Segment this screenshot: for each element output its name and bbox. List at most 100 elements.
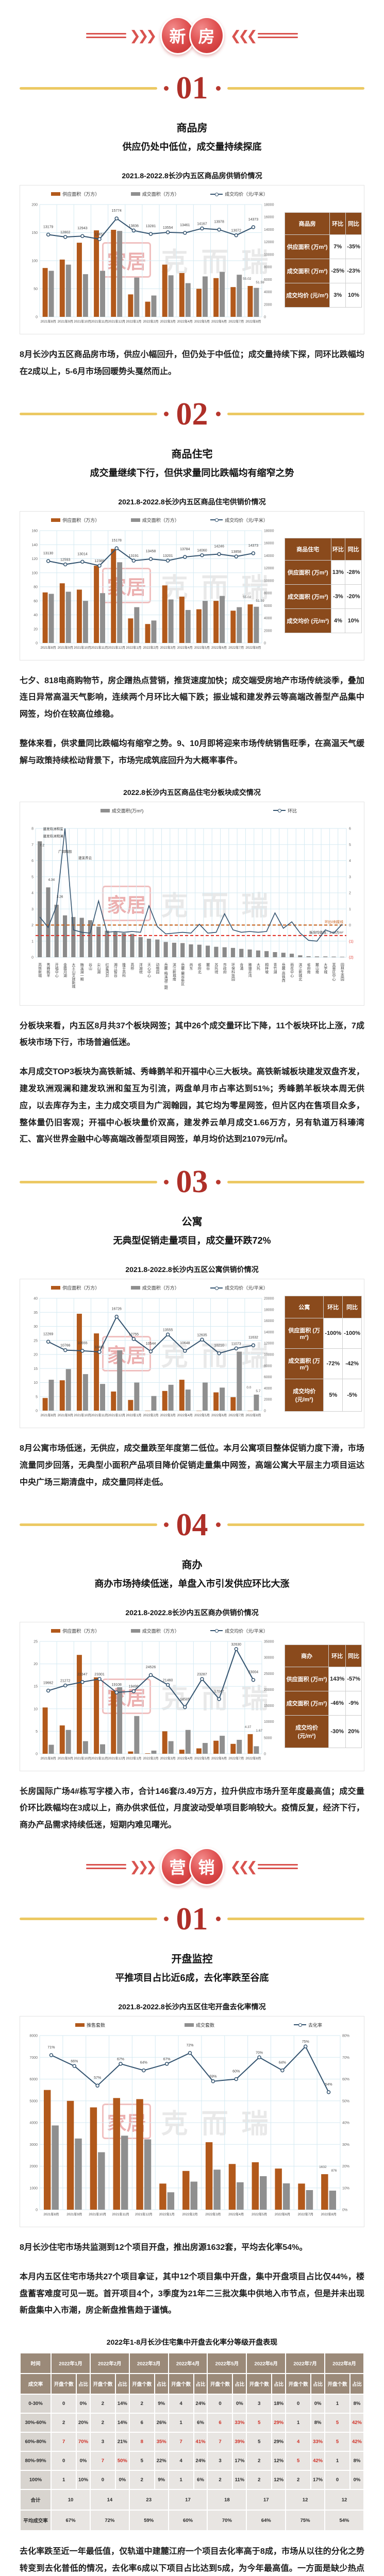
table-cell: 2 (51, 2413, 77, 2433)
svg-text:5: 5 (36, 1395, 38, 1399)
table-row: 供应面积 (万m²) 13% -28% (285, 560, 362, 585)
table-cell: 7 (89, 2451, 116, 2471)
table-header-cell: 开盘个数 (207, 2373, 233, 2395)
table-header-cell: 同比 (345, 538, 362, 561)
table-cell: -57% (345, 1667, 362, 1692)
x-axis-label: 谷山 (88, 962, 92, 970)
svg-text:0: 0 (36, 2208, 38, 2212)
table-cell: 0% (76, 2394, 91, 2414)
svg-text:2022年6月: 2022年6月 (275, 2212, 290, 2216)
table-cell: 7 (207, 2432, 233, 2452)
svg-text:2022年3月: 2022年3月 (160, 319, 176, 324)
svg-text:2022年4月: 2022年4月 (228, 2212, 244, 2216)
table-header-cell: 占比 (310, 2373, 325, 2395)
svg-text:2022年5月: 2022年5月 (194, 1756, 210, 1760)
svg-text:4000: 4000 (264, 1387, 272, 1391)
launch-absorption-grade-table: 时间 2022年1月 2022年2月 2022年3月 2022年4月 2022年5月 202… (19, 2352, 364, 2532)
x-axis-label: 岳麓·麓谷新区 (180, 962, 185, 986)
x-axis-label: 大托 (256, 962, 260, 970)
chart-title: 2021.8-2022.8长沙内五区住宅开盘去化率情况 (118, 2002, 266, 2011)
table-cell: 1 (51, 2470, 77, 2490)
table-row: 成交均价 (元/m²) -30% 20% (284, 1715, 362, 1749)
svg-text:14000: 14000 (264, 554, 274, 558)
table-row: 成交均价 (元/m²) 3% 10% (284, 282, 362, 308)
svg-text:19496: 19496 (129, 1685, 139, 1688)
svg-text:2022年3月: 2022年3月 (160, 645, 176, 650)
svg-text:100: 100 (31, 260, 38, 263)
svg-text:10: 10 (34, 1707, 38, 1711)
table-cell: -20% (345, 584, 362, 609)
svg-text:2021年11月: 2021年11月 (91, 1413, 108, 1417)
table-cell: 1 (324, 2451, 350, 2471)
svg-text:20000: 20000 (264, 1297, 274, 1301)
svg-text:17047: 17047 (214, 1689, 224, 1693)
svg-text:54%: 54% (325, 2083, 332, 2087)
table-cell: 6 (207, 2413, 233, 2433)
svg-text:8000: 8000 (264, 591, 272, 595)
svg-text:14000: 14000 (264, 1331, 274, 1334)
svg-text:13072: 13072 (231, 229, 242, 233)
svg-text:2021年10月: 2021年10月 (89, 2212, 106, 2216)
section-title: 商品房 (176, 123, 208, 134)
svg-text:10000: 10000 (264, 1353, 274, 1357)
table-cell: 22% (154, 2451, 169, 2471)
svg-text:2021年10月: 2021年10月 (74, 1413, 91, 1417)
svg-text:14373: 14373 (248, 218, 259, 222)
table-cell: 18% (271, 2394, 287, 2414)
table-cell: 8% (310, 2413, 325, 2433)
svg-text:2000: 2000 (264, 629, 272, 633)
table-cell: 30%-60% (19, 2413, 52, 2433)
chart-legend: 供应面积（万方） 成交面积（万方） 成交均价（元/平米） (36, 1628, 283, 1634)
table-cell: 8% (349, 2451, 364, 2471)
svg-text:18000: 18000 (264, 529, 274, 533)
svg-text:20%: 20% (342, 2165, 349, 2168)
section-subtitle: 商办市场持续低迷，单盘入市引发供应环比大涨 (94, 1578, 290, 1589)
x-axis-label: 滨江新城南 (172, 962, 176, 981)
table-cell: 4% (330, 608, 346, 634)
table-cell: 75% (285, 2510, 325, 2532)
table-cell: 29% (271, 2432, 287, 2452)
table-header-cell: 2022年5月 (207, 2352, 247, 2375)
table-cell: 2 (246, 2470, 273, 2490)
x-axis-label: 高铁新城 (38, 962, 42, 977)
x-axis-label: 含浦 (239, 962, 243, 970)
svg-text:23004: 23004 (248, 1670, 259, 1674)
section-number: 02 (176, 396, 208, 432)
table-cell: -28% (345, 560, 362, 585)
svg-text:(1): (1) (349, 940, 354, 943)
svg-text:18000: 18000 (264, 1308, 274, 1312)
svg-text:1.67: 1.67 (256, 1728, 262, 1732)
table-header-cell: 开盘个数 (246, 2373, 273, 2395)
svg-text:70%: 70% (256, 2051, 263, 2055)
x-axis-label: 青竹湖 (273, 962, 277, 974)
svg-text:13784: 13784 (180, 548, 190, 551)
table-cell: 2 (89, 2394, 116, 2414)
table-cell: 6 (128, 2413, 155, 2433)
table-cell: 5 (128, 2451, 155, 2471)
table-cell: 5 (285, 2451, 312, 2471)
table-cell: 2 (89, 2413, 116, 2433)
svg-text:0: 0 (36, 1752, 38, 1756)
svg-text:30: 30 (34, 1325, 38, 1329)
svg-text:建发养云: 建发养云 (78, 855, 92, 860)
svg-text:0: 0 (264, 316, 266, 319)
svg-text:2021年10月: 2021年10月 (74, 1756, 91, 1760)
table-cell: 2 (285, 2470, 312, 2490)
table-row: 成交面积 (万m²) -3% -20% (285, 584, 362, 609)
section-subtitle: 成交量继续下行，但供求量同比跌幅均有缩窄之势 (90, 467, 294, 478)
table-cell: 70% (207, 2510, 247, 2532)
paragraph: 8月长沙住宅市场共监测到12个项目开盘，推出房源1632套，平均去化率54%。 (20, 2243, 308, 2252)
table-cell: 5 (246, 2413, 273, 2433)
section-subtitle: 无典型促销走量项目，成交量环跌72% (113, 1235, 271, 1246)
table-cell: -100% (323, 1317, 343, 1349)
table-cell: 0% (310, 2394, 325, 2414)
svg-text:23301: 23301 (94, 1672, 105, 1676)
table-cell: 17% (232, 2451, 247, 2471)
svg-text:11073: 11073 (231, 1342, 241, 1346)
table-cell: 10% (76, 2470, 91, 2490)
svg-text:0: 0 (36, 316, 38, 319)
table-header-cell: 2022年7月 (285, 2352, 325, 2375)
table-cell: 41% (193, 2432, 208, 2452)
svg-text:13554: 13554 (163, 226, 173, 230)
svg-text:2022年4月: 2022年4月 (177, 645, 193, 650)
